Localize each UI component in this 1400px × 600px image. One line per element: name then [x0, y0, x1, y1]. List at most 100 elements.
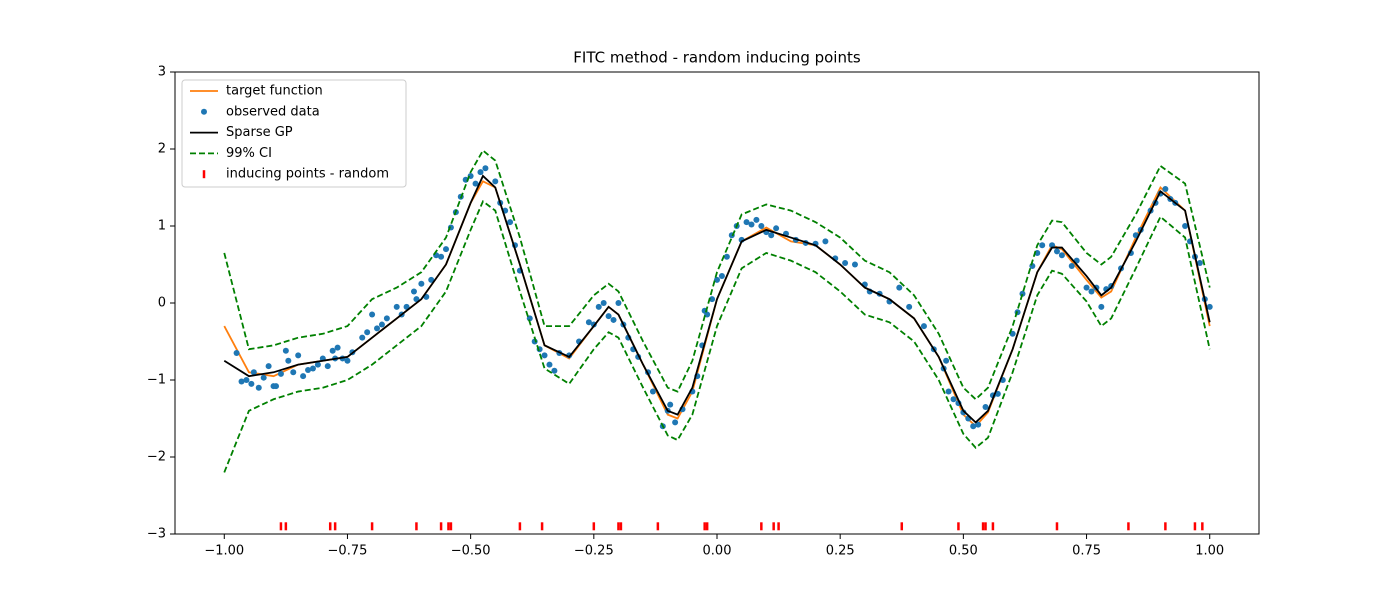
point	[428, 276, 435, 283]
point	[842, 259, 849, 266]
point	[723, 253, 730, 260]
point	[920, 323, 927, 330]
point	[1206, 303, 1213, 310]
point	[773, 225, 780, 232]
point	[1098, 303, 1105, 310]
point	[1196, 259, 1203, 266]
point	[822, 238, 829, 245]
point	[1083, 284, 1090, 291]
x-tick-label: 0.75	[1072, 544, 1101, 559]
point	[960, 409, 967, 416]
point	[1009, 330, 1016, 337]
point	[378, 321, 385, 328]
legend: target function observed data Sparse GP 99%…	[181, 79, 407, 188]
point	[541, 352, 548, 359]
legend-swatch	[201, 108, 207, 115]
point	[282, 347, 289, 354]
point	[383, 315, 390, 322]
x-tick-label: 0.50	[949, 544, 978, 559]
point	[248, 380, 255, 387]
legend-label: inducing points - random	[226, 167, 389, 182]
point	[334, 344, 341, 351]
point	[851, 261, 858, 268]
x-tick-label: −0.50	[451, 544, 491, 559]
point	[667, 401, 674, 408]
point	[1068, 263, 1075, 270]
point	[233, 350, 240, 357]
y-tick-label: −2	[147, 450, 166, 465]
legend-box	[181, 79, 407, 188]
point	[585, 319, 592, 326]
legend-label: observed data	[226, 104, 320, 119]
point	[753, 216, 760, 223]
point	[950, 396, 957, 403]
point	[551, 367, 558, 374]
x-tick-label: 0.25	[826, 544, 855, 559]
point	[896, 284, 903, 291]
point	[309, 365, 316, 372]
legend-label: 99% CI	[226, 146, 272, 161]
point	[273, 383, 280, 390]
point	[477, 169, 484, 176]
point	[364, 329, 371, 336]
point	[410, 288, 417, 295]
point	[295, 352, 302, 359]
point	[982, 403, 989, 410]
point	[595, 303, 602, 310]
point	[260, 374, 267, 381]
point	[970, 423, 977, 430]
x-tick-label: 1.00	[1195, 544, 1224, 559]
point	[507, 219, 514, 226]
y-tick-label: 2	[158, 142, 166, 157]
point	[285, 357, 292, 364]
legend-label: target function	[226, 84, 323, 99]
point	[369, 311, 376, 318]
point	[243, 377, 250, 383]
point	[290, 369, 297, 376]
y-tick-label: −1	[147, 373, 166, 388]
y-tick-label: 3	[158, 65, 166, 80]
x-tick-label: 0.00	[703, 544, 732, 559]
legend-label: Sparse GP	[226, 125, 293, 140]
point	[1088, 288, 1095, 295]
point	[945, 388, 952, 395]
x-tick-label: −0.25	[574, 544, 614, 559]
plot-frame	[174, 71, 1260, 535]
y-tick-label: −3	[147, 527, 166, 542]
point	[472, 180, 479, 187]
point	[265, 363, 272, 370]
point	[374, 325, 381, 332]
line	[223, 174, 1211, 424]
point	[329, 347, 336, 354]
point	[492, 178, 499, 185]
point	[943, 357, 950, 364]
point	[413, 296, 420, 303]
point	[1162, 186, 1169, 193]
plot-area	[223, 149, 1213, 531]
point	[714, 276, 720, 283]
point	[1058, 252, 1065, 259]
point	[600, 300, 607, 306]
point	[393, 303, 400, 310]
point	[1182, 223, 1189, 229]
point	[994, 390, 1001, 397]
point	[418, 280, 425, 287]
point	[359, 334, 366, 341]
point	[255, 384, 262, 391]
point	[975, 421, 982, 428]
point	[314, 361, 321, 368]
point	[649, 388, 656, 395]
y-tick-label: 1	[158, 219, 166, 234]
y-tick-label: 0	[158, 296, 166, 311]
point	[443, 246, 449, 253]
point	[1039, 242, 1046, 249]
point	[250, 369, 257, 376]
point	[758, 223, 765, 229]
point	[743, 219, 750, 226]
point	[546, 361, 553, 368]
point	[1019, 290, 1026, 297]
chart-title: FITC method - random inducing points	[573, 49, 861, 67]
point	[610, 316, 617, 323]
point	[277, 370, 284, 377]
